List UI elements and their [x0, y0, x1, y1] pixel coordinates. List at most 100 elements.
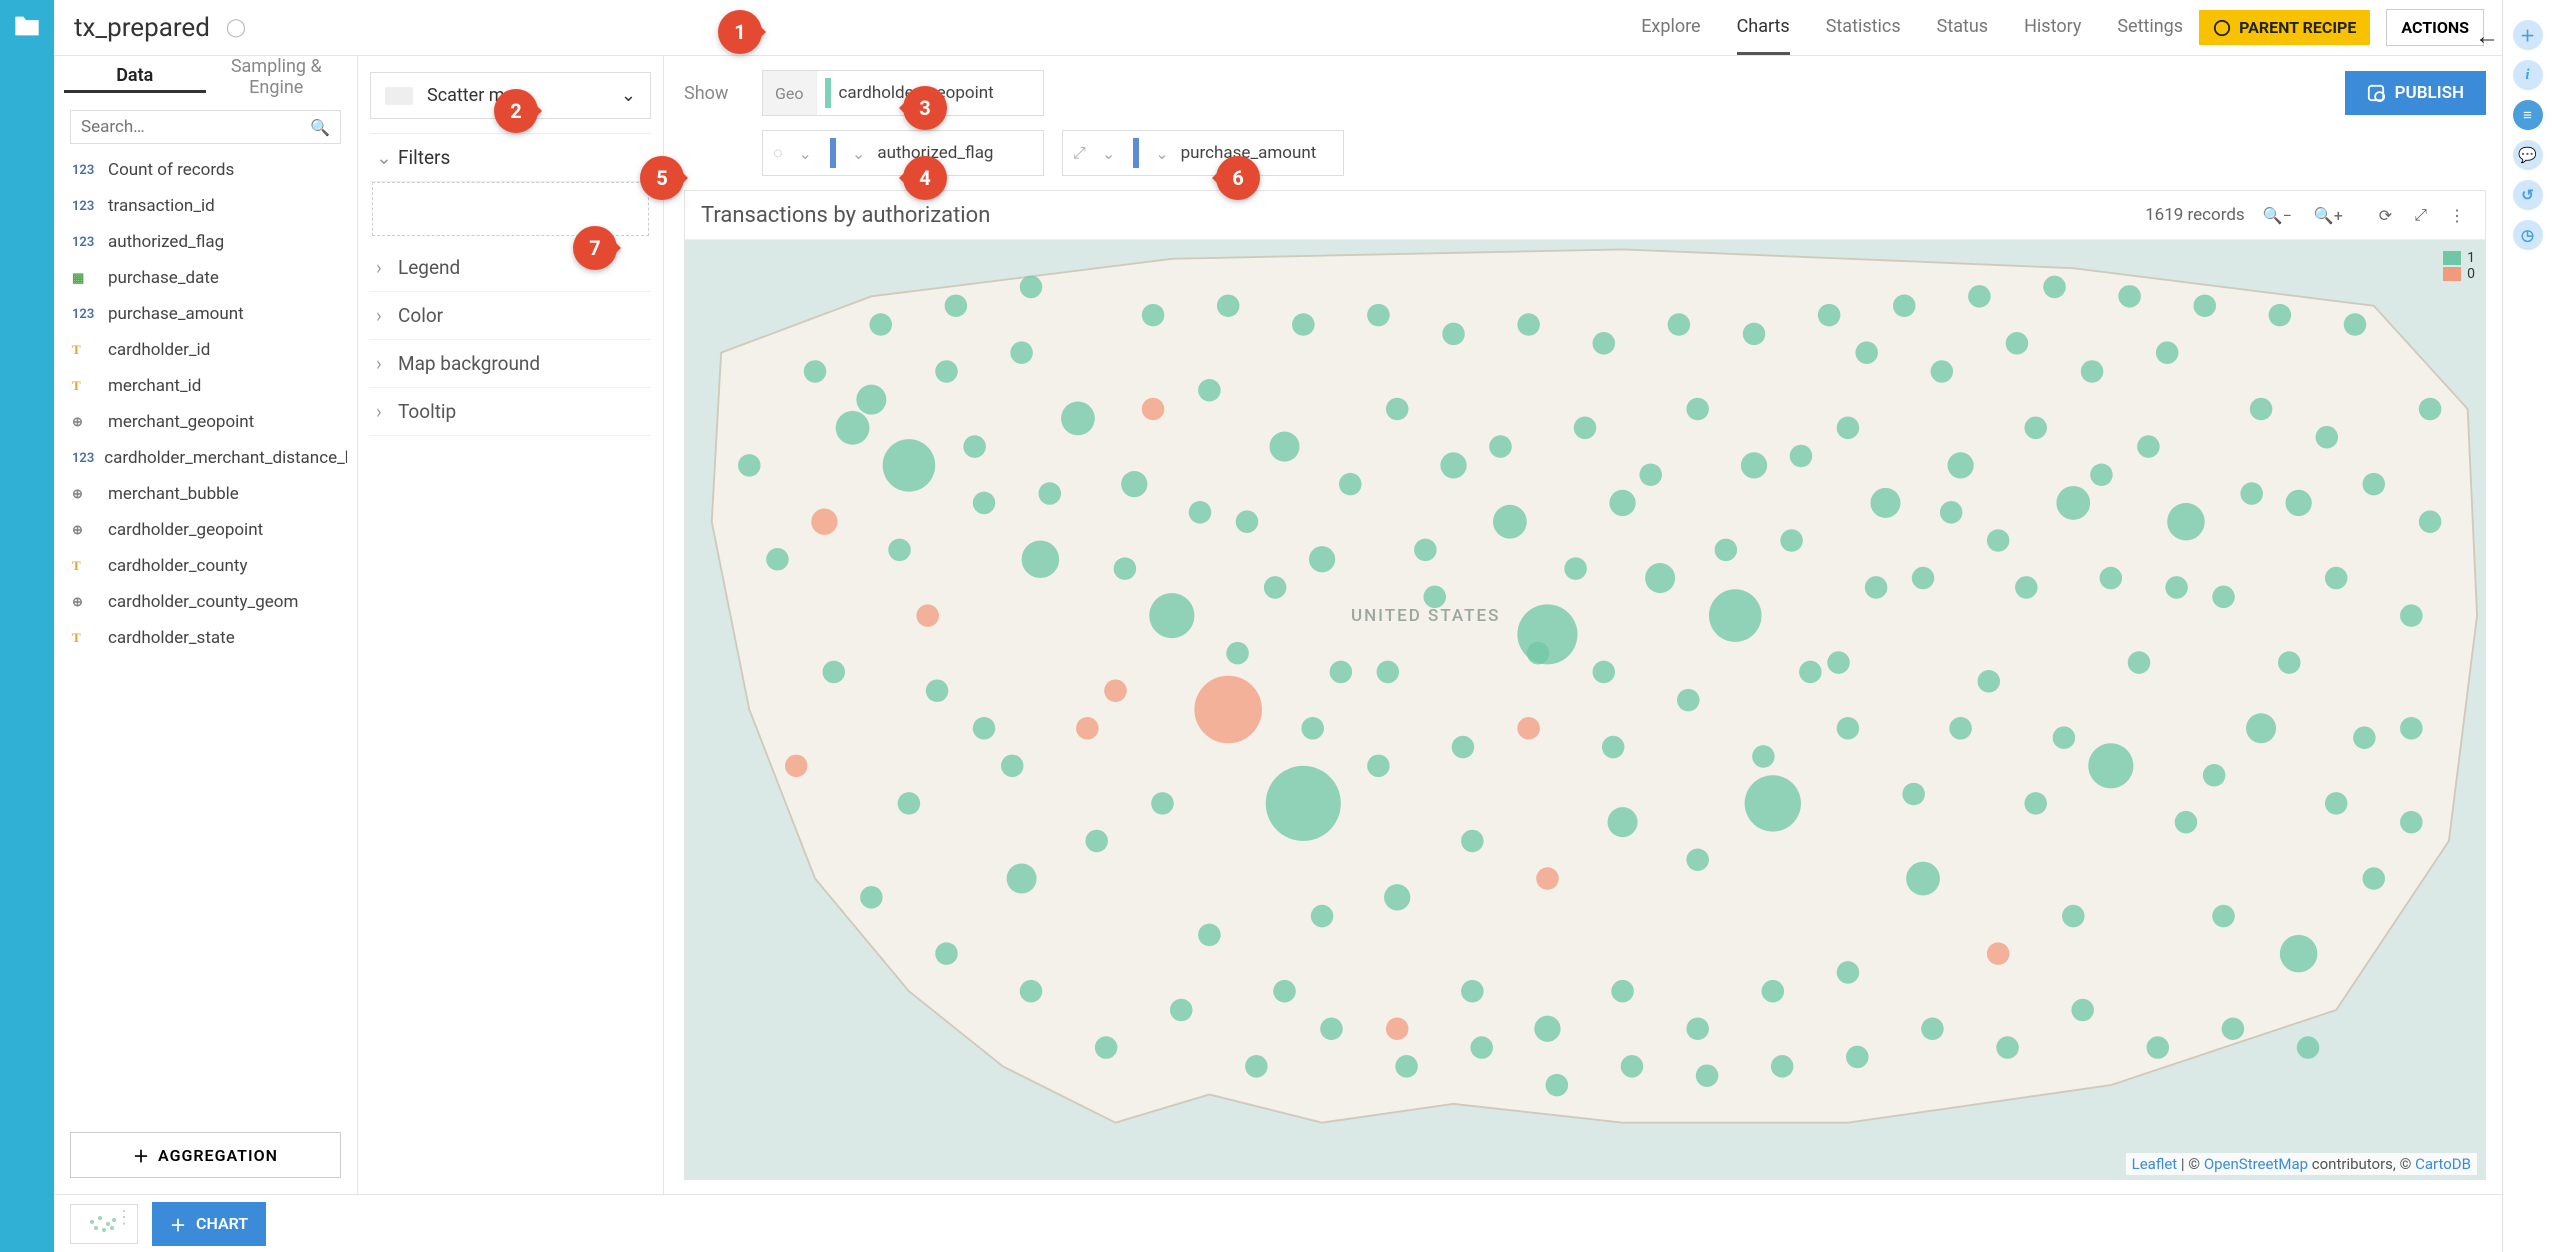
recipe-icon	[2213, 19, 2231, 37]
legend-item: 0	[2443, 266, 2475, 282]
chevron-icon: ›	[376, 400, 390, 423]
map-panel: Transactions by authorization 1619 recor…	[684, 190, 2486, 1180]
field-search[interactable]: 🔍	[70, 110, 341, 144]
field-item[interactable]: Tcardholder_state	[70, 620, 341, 656]
geo-type-label: Geo	[763, 71, 817, 115]
field-item[interactable]: Tcardholder_id	[70, 332, 341, 368]
field-item[interactable]: 123transaction_id	[70, 188, 341, 224]
field-name: cardholder_geopoint	[108, 520, 263, 540]
droplet-icon: ◌	[763, 143, 789, 163]
config-section-filters[interactable]: ⌄Filters	[370, 134, 651, 182]
legend-item: 1	[2443, 250, 2475, 266]
chevron-down-icon[interactable]: ⌄	[842, 144, 875, 163]
config-section-color[interactable]: ›Color	[370, 292, 651, 340]
field-name: Count of records	[108, 160, 234, 180]
chevron-icon: ›	[376, 256, 390, 279]
field-item[interactable]: ⊕cardholder_geopoint	[70, 512, 341, 548]
field-item[interactable]: ⊕cardholder_county_geom	[70, 584, 341, 620]
actions-label: ACTIONS	[2401, 18, 2469, 37]
nav-tab-charts[interactable]: Charts	[1737, 0, 1790, 55]
size-field-name: purchase_amount	[1179, 143, 1343, 163]
field-search-input[interactable]	[81, 117, 310, 137]
fullscreen-icon[interactable]: ⤢	[2410, 201, 2431, 229]
chart-config-panel: Scatter map ⌄ ⌄Filters›Legend›Color›Map …	[358, 56, 664, 1194]
annotation-callout-4: 4	[903, 156, 947, 200]
rail-clock-icon[interactable]: ◷	[2513, 220, 2543, 250]
back-arrow-icon[interactable]: ←	[2475, 22, 2499, 51]
field-name: purchase_amount	[108, 304, 244, 324]
chevron-icon: ›	[376, 304, 390, 327]
field-item[interactable]: 123Count of records	[70, 152, 341, 188]
config-section-map-background[interactable]: ›Map background	[370, 340, 651, 388]
nav-tab-statistics[interactable]: Statistics	[1826, 0, 1901, 55]
chart-thumbnail[interactable]: ⋮	[70, 1204, 138, 1244]
project-rail[interactable]	[0, 0, 54, 1252]
chart-title[interactable]: Transactions by authorization	[701, 203, 990, 228]
zoom-out-icon[interactable]: 🔍−	[2259, 202, 2296, 229]
chevron-icon: ⌄	[376, 146, 390, 169]
rail-add-icon[interactable]: ＋	[2513, 20, 2543, 50]
sync-status-icon: ◯	[226, 17, 246, 38]
field-name: merchant_geopoint	[108, 412, 254, 432]
chevron-down-icon: ⌄	[621, 85, 636, 106]
nav-tab-status[interactable]: Status	[1937, 0, 1988, 55]
field-item[interactable]: 123authorized_flag	[70, 224, 341, 260]
parent-recipe-button[interactable]: PARENT RECIPE	[2199, 10, 2370, 45]
nav-tab-explore[interactable]: Explore	[1641, 0, 1700, 55]
actions-button[interactable]: ACTIONS	[2386, 9, 2484, 46]
field-item[interactable]: 123purchase_amount	[70, 296, 341, 332]
nav-tab-history[interactable]: History	[2024, 0, 2081, 55]
header-nav-tabs: Explore Charts Statistics Status History Sett…	[1641, 0, 2183, 55]
nav-tab-settings[interactable]: Settings	[2117, 0, 2183, 55]
field-item[interactable]: ⊕merchant_geopoint	[70, 404, 341, 440]
annotation-callout-2: 2	[494, 89, 538, 133]
osm-link[interactable]: OpenStreetMap	[2204, 1155, 2308, 1173]
annotation-callout-1: 1	[718, 10, 762, 54]
right-rail: ← ＋ i ≡ 💬 ↺ ◷	[2502, 0, 2552, 1252]
field-item[interactable]: ⊕merchant_bubble	[70, 476, 341, 512]
rail-info-icon[interactable]: i	[2513, 60, 2543, 90]
annotation-callout-5: 5	[640, 156, 684, 200]
chevron-down-icon[interactable]: ⌄	[789, 144, 822, 163]
chevron-down-icon[interactable]: ⌄	[1145, 144, 1178, 163]
map-header: Transactions by authorization 1619 recor…	[685, 191, 2485, 240]
data-sidebar: DataSampling & Engine 🔍 123Count of reco…	[54, 56, 358, 1194]
chart-thumb-menu-icon[interactable]: ⋮	[115, 1207, 133, 1228]
field-item[interactable]: ▦purchase_date	[70, 260, 341, 296]
rail-chat-icon[interactable]: 💬	[2513, 140, 2543, 170]
field-name: transaction_id	[108, 196, 215, 216]
field-name: cardholder_county_geom	[108, 592, 298, 612]
record-count: 1619 records	[2145, 205, 2245, 225]
cartodb-link[interactable]: CartoDB	[2415, 1155, 2471, 1173]
field-item[interactable]: 123cardholder_merchant_distance_km	[70, 440, 341, 476]
more-options-icon[interactable]: ⋮	[2445, 202, 2469, 229]
field-name: cardholder_merchant_distance_km	[104, 448, 347, 468]
refresh-icon[interactable]: ⟳	[2375, 202, 2396, 229]
field-item[interactable]: Tmerchant_id	[70, 368, 341, 404]
aggregation-button[interactable]: ＋ AGGREGATION	[70, 1132, 341, 1178]
aggregation-label: AGGREGATION	[158, 1146, 278, 1165]
map-canvas[interactable]: UNITED STATES 10 Leaflet | © OpenStreetM…	[685, 240, 2485, 1179]
pill-color-bar	[825, 78, 831, 109]
rail-history-icon[interactable]: ↺	[2513, 180, 2543, 210]
chart-area: Show Geo cardholder_geopoint PUBLISH ◌	[664, 56, 2502, 1194]
field-name: authorized_flag	[108, 232, 224, 252]
chevron-down-icon[interactable]: ⌄	[1092, 144, 1125, 163]
config-accordion: ⌄Filters›Legend›Color›Map background›Too…	[370, 133, 651, 436]
dataset-title: tx_prepared	[74, 13, 210, 43]
zoom-in-icon[interactable]: 🔍+	[2310, 202, 2347, 229]
config-section-tooltip[interactable]: ›Tooltip	[370, 388, 651, 436]
pill-color-bar	[1133, 138, 1139, 169]
field-item[interactable]: Tcardholder_county	[70, 548, 341, 584]
sidebar-tab-1[interactable]: Sampling & Engine	[206, 56, 348, 102]
leaflet-link[interactable]: Leaflet	[2132, 1155, 2178, 1173]
chevron-icon: ›	[376, 352, 390, 375]
sidebar-tab-0[interactable]: Data	[64, 65, 206, 93]
field-name: merchant_bubble	[108, 484, 239, 504]
add-chart-button[interactable]: ＋ CHART	[152, 1202, 266, 1246]
publish-button[interactable]: PUBLISH	[2345, 71, 2486, 115]
field-list: 123Count of records123transaction_id123a…	[64, 152, 347, 1120]
expand-icon: ⤢	[1063, 143, 1092, 163]
folder-icon	[13, 14, 41, 38]
rail-list-icon[interactable]: ≡	[2513, 100, 2543, 130]
